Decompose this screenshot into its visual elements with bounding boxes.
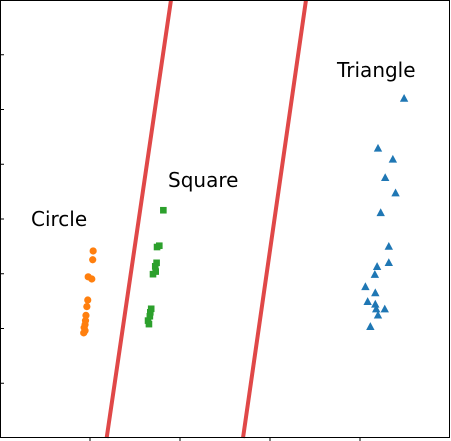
circle-point bbox=[89, 247, 97, 255]
triangle-point bbox=[372, 304, 381, 313]
triangle-point bbox=[373, 143, 383, 152]
label-square: Square bbox=[168, 168, 238, 192]
data-points bbox=[80, 93, 409, 337]
circle-point bbox=[84, 296, 92, 304]
triangle-point bbox=[371, 288, 380, 297]
triangle-point bbox=[381, 173, 390, 182]
boundary-line-2 bbox=[241, 0, 308, 439]
square-point bbox=[147, 305, 155, 313]
triangle-point bbox=[384, 258, 393, 266]
circle-point bbox=[82, 311, 90, 319]
triangle-point bbox=[391, 188, 400, 197]
triangle-point bbox=[363, 297, 372, 305]
circle-point bbox=[83, 303, 91, 311]
square-point bbox=[153, 259, 160, 267]
square-point bbox=[144, 317, 152, 324]
square-point bbox=[160, 206, 167, 214]
triangle-point bbox=[366, 322, 375, 330]
circle-point bbox=[80, 329, 88, 337]
label-triangle: Triangle bbox=[336, 58, 416, 82]
triangle-point bbox=[372, 262, 382, 270]
triangle-point bbox=[376, 208, 385, 217]
circle-point bbox=[88, 275, 96, 283]
square-point bbox=[149, 270, 157, 278]
square-point bbox=[153, 243, 161, 251]
square-point bbox=[151, 263, 159, 270]
triangle-point bbox=[380, 304, 389, 313]
square-point bbox=[147, 308, 154, 316]
label-circle: Circle bbox=[31, 207, 87, 231]
square-point bbox=[145, 320, 153, 328]
triangle-point bbox=[361, 282, 370, 291]
triangle-point bbox=[388, 154, 398, 163]
triangle-point bbox=[370, 270, 380, 278]
triangle-point bbox=[399, 93, 409, 102]
cluster-labels: Circle Square Triangle bbox=[31, 58, 416, 231]
triangle-point bbox=[371, 299, 380, 308]
triangle-point bbox=[373, 310, 383, 319]
circle-point bbox=[89, 256, 97, 264]
triangle-point bbox=[384, 241, 393, 250]
boundary-line-1 bbox=[104, 0, 173, 439]
square-point bbox=[146, 312, 154, 320]
decision-boundaries bbox=[104, 0, 308, 439]
